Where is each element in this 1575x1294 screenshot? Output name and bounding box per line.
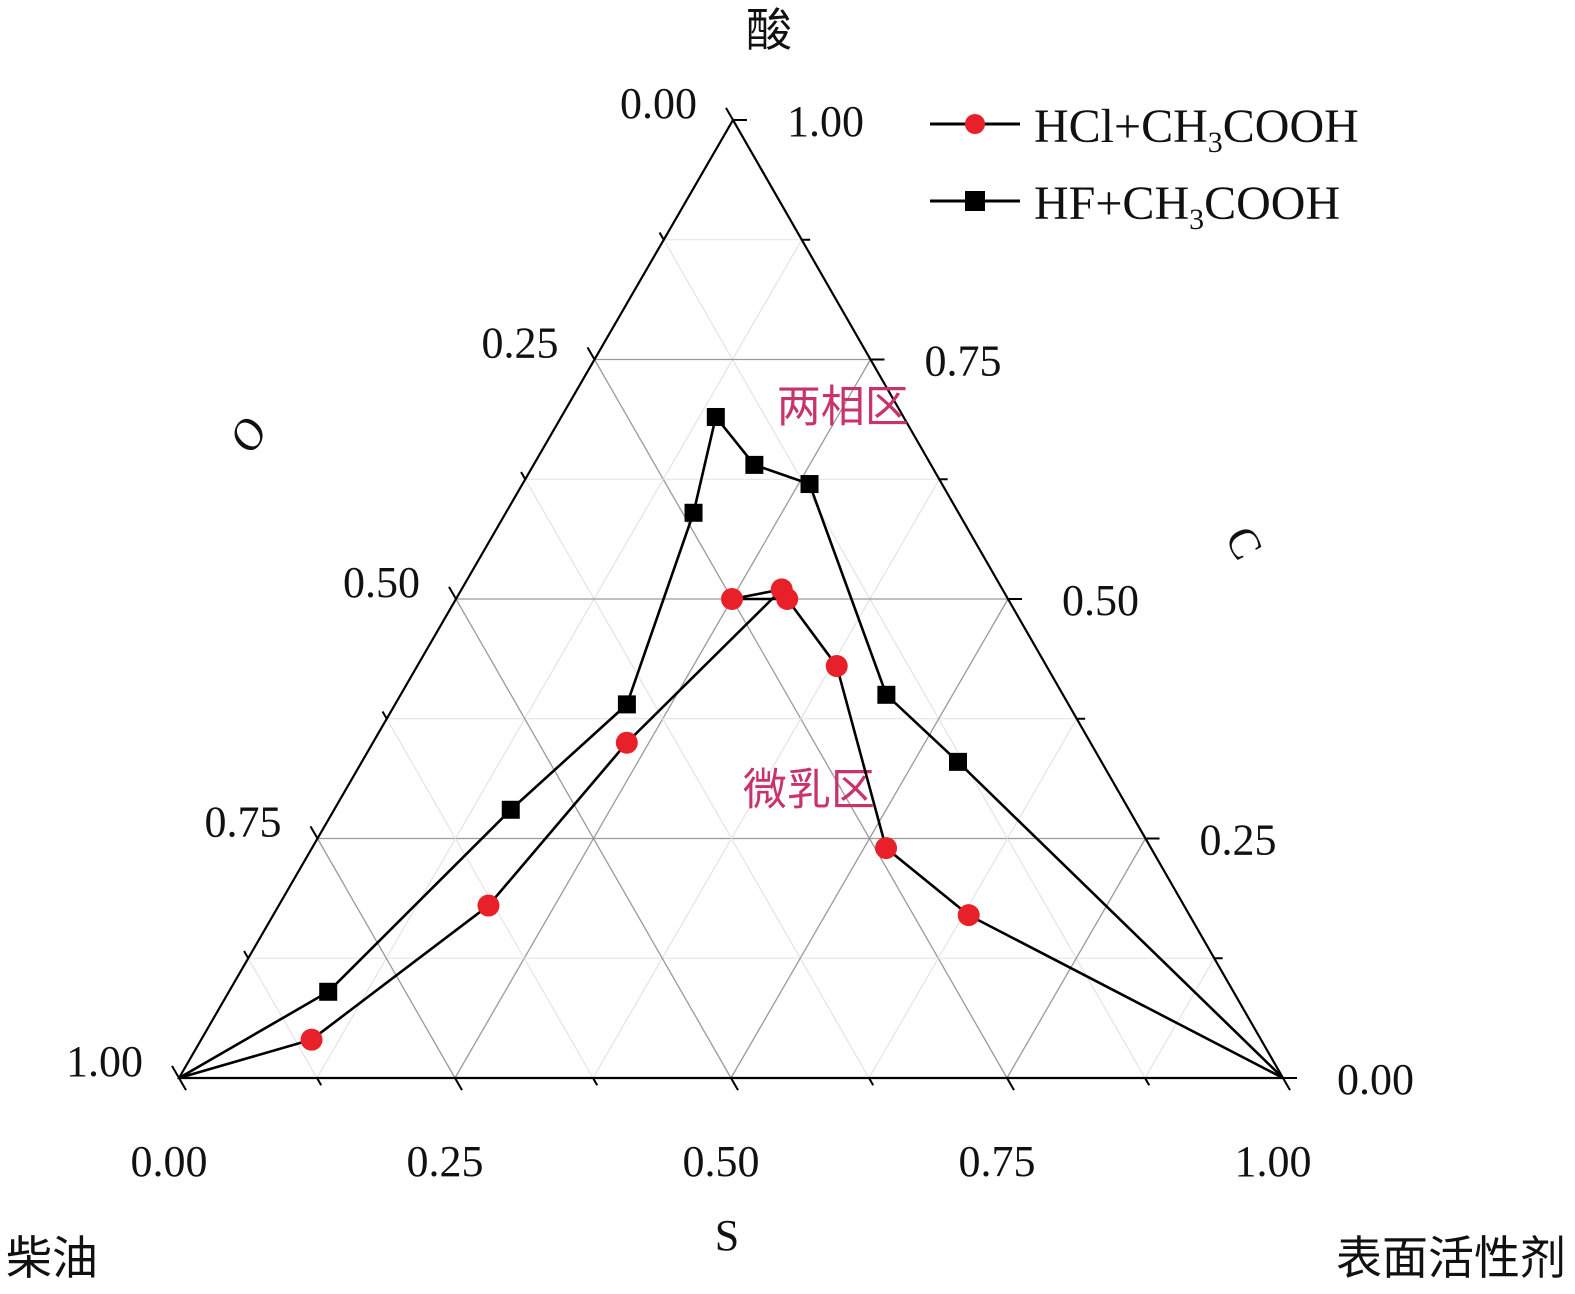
legend-entry-hf: HF+CH3COOH bbox=[930, 177, 1340, 236]
tick-bottom bbox=[1144, 1077, 1151, 1086]
tick-label-right: 1.00 bbox=[787, 97, 864, 146]
series-point-0 bbox=[477, 894, 500, 917]
tick-bottom bbox=[868, 1077, 875, 1086]
legend-label-hf-sub: 3 bbox=[1189, 203, 1204, 236]
tick-label-left: 0.50 bbox=[343, 558, 420, 607]
tick-bottom bbox=[1006, 1077, 1015, 1091]
tick-label-left: 0.75 bbox=[205, 798, 282, 847]
grid-line-surfactant bbox=[1144, 957, 1215, 1079]
grid-line-surfactant bbox=[316, 239, 803, 1079]
series-point-1 bbox=[948, 752, 967, 771]
vertex-label-left: 柴油 bbox=[6, 1233, 98, 1284]
legend-marker-hcl bbox=[965, 114, 985, 134]
legend-label-hcl-tail: COOH bbox=[1223, 100, 1359, 153]
legend-label-hcl-sub: 3 bbox=[1208, 126, 1223, 159]
legend-entry-hcl: HCl+CH3COOH bbox=[930, 100, 1359, 159]
grid-line-oil bbox=[455, 598, 732, 1079]
series-point-0 bbox=[957, 904, 980, 927]
series-point-1 bbox=[501, 800, 520, 819]
legend-label-hcl: HCl+CH3COOH bbox=[1034, 100, 1359, 159]
grid-line-oil bbox=[524, 478, 870, 1079]
tick-label-right: 0.50 bbox=[1062, 576, 1139, 625]
series-point-1 bbox=[684, 503, 703, 522]
tick-left bbox=[381, 710, 388, 720]
series-point-0 bbox=[615, 731, 638, 754]
tick-left bbox=[658, 231, 665, 241]
tick-bottom bbox=[454, 1077, 463, 1091]
axis-ticks: 0.00 1.00 0.00 0.25 0.75 0.25 0.50 0.50 0.50 0.75… bbox=[66, 79, 1414, 1186]
grid-line-surfactant bbox=[1006, 838, 1147, 1079]
tick-left bbox=[448, 586, 457, 600]
series-point-1 bbox=[706, 407, 725, 426]
grid-line-oil bbox=[663, 239, 1146, 1079]
tick-label-bottom: 1.00 bbox=[1235, 1137, 1312, 1186]
tick-label-right: 0.00 bbox=[1337, 1055, 1414, 1104]
axis-title-bottom: S bbox=[715, 1211, 739, 1260]
tick-bottom bbox=[592, 1077, 599, 1086]
series-point-0 bbox=[776, 588, 799, 610]
tick-bottom bbox=[730, 1077, 739, 1091]
series-point-0 bbox=[825, 655, 848, 678]
series-point-1 bbox=[877, 685, 896, 704]
series-point-1 bbox=[800, 475, 819, 494]
legend: HCl+CH3COOH HF+CH3COOH bbox=[930, 100, 1359, 236]
tick-label-left: 0.25 bbox=[482, 319, 559, 368]
tick-left bbox=[243, 950, 250, 959]
region-label: 微乳区 bbox=[743, 765, 875, 816]
series-point-0 bbox=[875, 837, 898, 860]
series-point-1 bbox=[745, 455, 764, 474]
grid-line-oil bbox=[316, 838, 456, 1079]
series-point-1 bbox=[319, 982, 338, 1001]
legend-label-hcl-main: HCl+CH bbox=[1034, 100, 1208, 153]
tick-left bbox=[171, 1065, 180, 1079]
tick-label-left: 0.00 bbox=[620, 79, 697, 128]
grid-line-surfactant bbox=[868, 718, 1078, 1079]
series-point-0 bbox=[300, 1028, 323, 1051]
vertex-label-top: 酸 bbox=[746, 5, 792, 56]
tick-label-bottom: 0.50 bbox=[683, 1137, 760, 1186]
tick-bottom bbox=[316, 1077, 323, 1086]
tick-left bbox=[309, 825, 319, 839]
axis-title-right: C bbox=[1215, 518, 1272, 567]
region-label: 两相区 bbox=[777, 381, 909, 432]
tick-label-right: 0.75 bbox=[925, 337, 1002, 386]
tick-left bbox=[725, 107, 734, 121]
tick-bottom bbox=[1282, 1077, 1291, 1091]
tick-bottom bbox=[178, 1077, 187, 1091]
tick-label-bottom: 0.25 bbox=[407, 1137, 484, 1186]
tick-label-right: 0.25 bbox=[1200, 816, 1277, 865]
tick-label-bottom: 0.75 bbox=[959, 1137, 1036, 1186]
vertex-label-right: 表面活性剂 bbox=[1336, 1233, 1566, 1284]
series-line-0 bbox=[178, 588, 1284, 1080]
axis-title-left: O bbox=[219, 409, 277, 460]
grid-line-surfactant bbox=[730, 598, 1009, 1079]
legend-label-hf-tail: COOH bbox=[1204, 177, 1340, 230]
legend-label-hf: HF+CH3COOH bbox=[1034, 177, 1340, 236]
tick-left bbox=[520, 471, 527, 480]
grid-lines bbox=[247, 239, 1215, 1079]
tick-label-left: 1.00 bbox=[66, 1037, 143, 1086]
series-point-0 bbox=[721, 588, 743, 610]
tick-label-bottom: 0.00 bbox=[131, 1137, 208, 1186]
legend-marker-hf bbox=[965, 191, 985, 211]
series-point-1 bbox=[617, 695, 636, 714]
series-line-1 bbox=[178, 415, 1284, 1080]
tick-left bbox=[586, 346, 596, 360]
grid-line-surfactant bbox=[592, 478, 940, 1079]
legend-label-hf-main: HF+CH bbox=[1034, 177, 1189, 230]
